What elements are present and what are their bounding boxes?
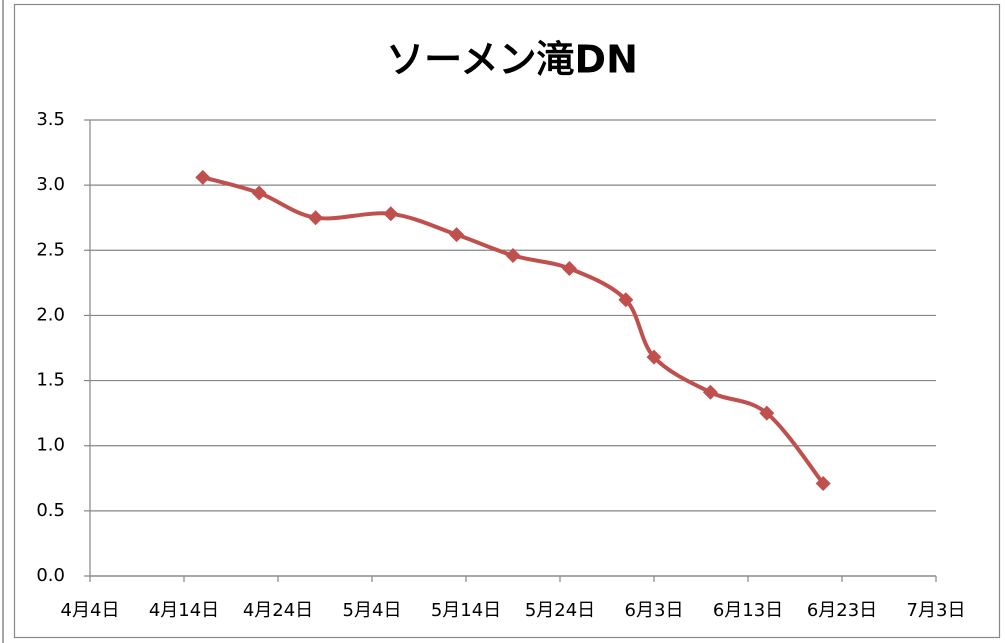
marker xyxy=(646,349,662,365)
x-tick-label: 4月14日 xyxy=(149,600,219,621)
marker xyxy=(759,405,775,421)
x-tick-label: 5月24日 xyxy=(525,600,595,621)
x-tick-label: 4月24日 xyxy=(243,600,313,621)
x-tick-label: 6月23日 xyxy=(807,600,877,621)
marker xyxy=(383,206,399,222)
y-tick-label: 1.5 xyxy=(36,370,65,391)
x-tick-label: 5月14日 xyxy=(431,600,501,621)
chart-frame xyxy=(13,3,1001,639)
x-tick-label: 6月3日 xyxy=(625,600,684,621)
x-tick-label: 7月3日 xyxy=(907,600,966,621)
marker xyxy=(195,169,211,185)
marker xyxy=(505,247,521,263)
x-tick-label: 5月4日 xyxy=(343,600,402,621)
marker xyxy=(251,185,267,201)
marker xyxy=(815,475,831,491)
x-tick-label: 4月4日 xyxy=(61,600,120,621)
y-tick-label: 1.0 xyxy=(36,435,65,456)
y-tick-label: 2.5 xyxy=(36,239,65,260)
y-tick-label: 0.0 xyxy=(36,565,65,586)
x-tick-label: 6月13日 xyxy=(713,600,783,621)
marker xyxy=(308,210,324,226)
marker xyxy=(449,227,465,243)
y-tick-label: 0.5 xyxy=(36,500,65,521)
y-tick-label: 3.5 xyxy=(36,109,65,130)
y-tick-label: 3.0 xyxy=(36,174,65,195)
chart-title: ソーメン滝DN xyxy=(386,38,638,82)
marker xyxy=(618,292,634,308)
y-tick-label: 2.0 xyxy=(36,304,65,325)
marker xyxy=(561,261,577,277)
marker xyxy=(702,384,718,400)
